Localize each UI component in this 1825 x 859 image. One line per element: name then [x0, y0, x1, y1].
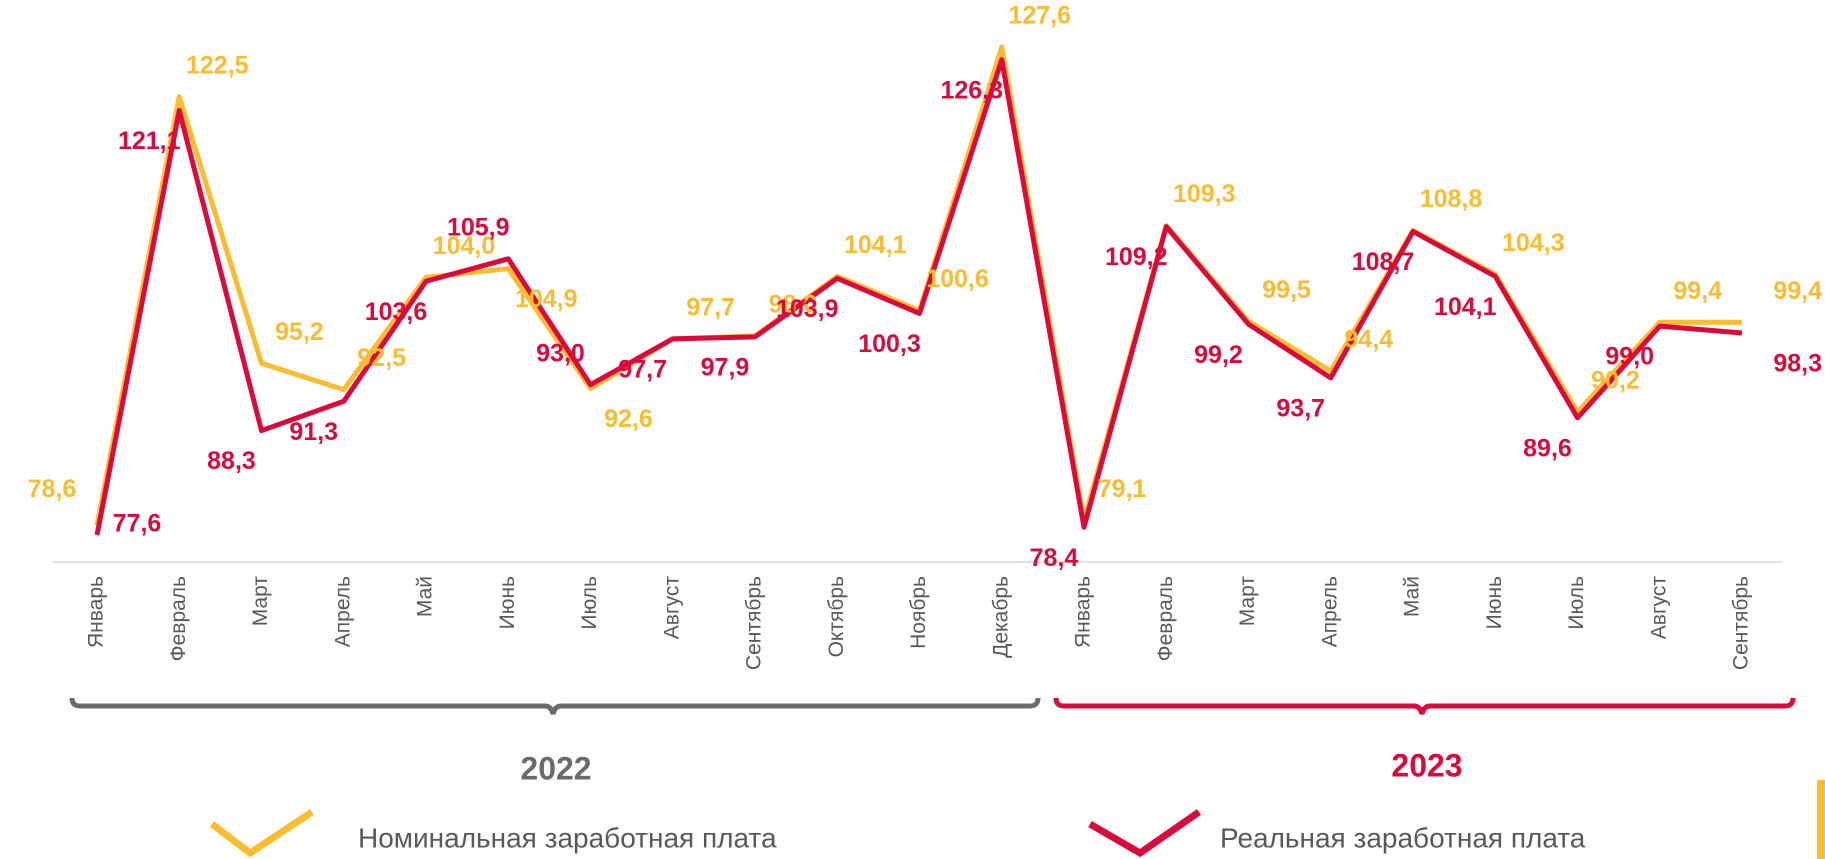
data-label: 95,2: [275, 318, 324, 346]
legend-swatch: [209, 809, 314, 858]
corner-accent: [1817, 780, 1825, 859]
data-label: 108,8: [1420, 185, 1483, 213]
x-tick-label: Август: [1647, 576, 1670, 640]
data-label: 91,3: [289, 418, 338, 446]
x-tick-label: Февраль: [1154, 576, 1177, 661]
series-line: [94, 57, 1743, 536]
x-tick-label: Июнь: [496, 576, 519, 629]
data-label: 100,6: [926, 265, 989, 293]
data-label: 122,5: [186, 51, 249, 79]
legend-label: Реальная заработная плата: [1220, 822, 1586, 853]
data-label: 92,6: [604, 405, 653, 433]
x-tick-label: Январь: [1072, 576, 1095, 648]
data-label: 104,1: [1434, 293, 1497, 321]
data-label: 88,3: [207, 447, 256, 475]
data-label: 94,4: [1344, 326, 1393, 354]
data-label: 126,3: [940, 76, 1003, 104]
data-label: 92,5: [357, 344, 406, 372]
data-label: 98,3: [1773, 350, 1822, 378]
x-tick-label: Ноябрь: [907, 576, 930, 649]
data-label: 109,3: [1173, 180, 1236, 208]
data-label: 79,1: [1098, 475, 1147, 503]
data-label: 78,4: [1030, 544, 1079, 572]
data-label: 89,6: [1523, 434, 1572, 462]
data-label: 97,7: [686, 293, 735, 321]
data-label: 99,4: [1773, 277, 1822, 305]
data-label: 77,6: [113, 510, 162, 538]
data-label: 103,6: [365, 298, 428, 326]
x-tick-label: Июнь: [1483, 576, 1506, 629]
x-tick-label: Июль: [578, 576, 601, 630]
brace-2023: [1053, 697, 1796, 715]
data-label: 90,2: [1591, 367, 1640, 395]
data-label: 97,7: [618, 355, 667, 383]
data-label: 104,0: [433, 232, 496, 260]
data-label: 98,0: [769, 291, 818, 319]
x-tick-label: Март: [249, 576, 272, 627]
x-tick-label: Июль: [1565, 576, 1588, 630]
data-label: 105,9: [447, 213, 510, 241]
data-label: 104,1: [844, 231, 907, 259]
x-tick-label: Август: [660, 576, 683, 640]
data-label: 109,2: [1105, 243, 1168, 271]
x-tick-label: Январь: [85, 576, 108, 648]
x-tick-label: Апрель: [331, 576, 354, 647]
data-label: 99,5: [1262, 276, 1311, 304]
data-label: 104,9: [515, 285, 578, 313]
data-label: 103,9: [776, 295, 839, 323]
x-tick-label: Апрель: [1318, 576, 1341, 647]
data-label: 100,3: [858, 330, 921, 358]
x-tick-label: Май: [414, 576, 437, 617]
year-label: 2022: [520, 750, 591, 786]
data-label: 99,4: [1673, 277, 1722, 305]
brace-2022: [69, 697, 1041, 715]
x-tick-label: Сентябрь: [1730, 576, 1753, 670]
x-tick-label: Октябрь: [825, 576, 848, 657]
legend-label: Номинальная заработная плата: [358, 822, 777, 853]
x-tick-label: Декабрь: [989, 576, 1012, 658]
data-label: 121,1: [118, 127, 181, 155]
x-tick-label: Сентябрь: [743, 576, 766, 670]
x-tick-label: Март: [1236, 576, 1259, 627]
data-label: 97,9: [701, 353, 750, 381]
legend-swatch: [1088, 809, 1201, 858]
x-tick-label: Февраль: [167, 576, 190, 661]
series-line: [94, 44, 1742, 526]
year-label: 2023: [1391, 747, 1462, 783]
data-label: 93,0: [536, 339, 585, 367]
data-label: 99,0: [1605, 343, 1654, 371]
data-label: 127,6: [1008, 2, 1071, 30]
data-label: 78,6: [28, 475, 77, 503]
data-label: 99,2: [1194, 341, 1243, 369]
data-label: 104,3: [1502, 229, 1565, 257]
data-label: 108,7: [1352, 248, 1415, 276]
data-label: 93,7: [1276, 394, 1325, 422]
x-tick-label: Май: [1401, 576, 1424, 617]
